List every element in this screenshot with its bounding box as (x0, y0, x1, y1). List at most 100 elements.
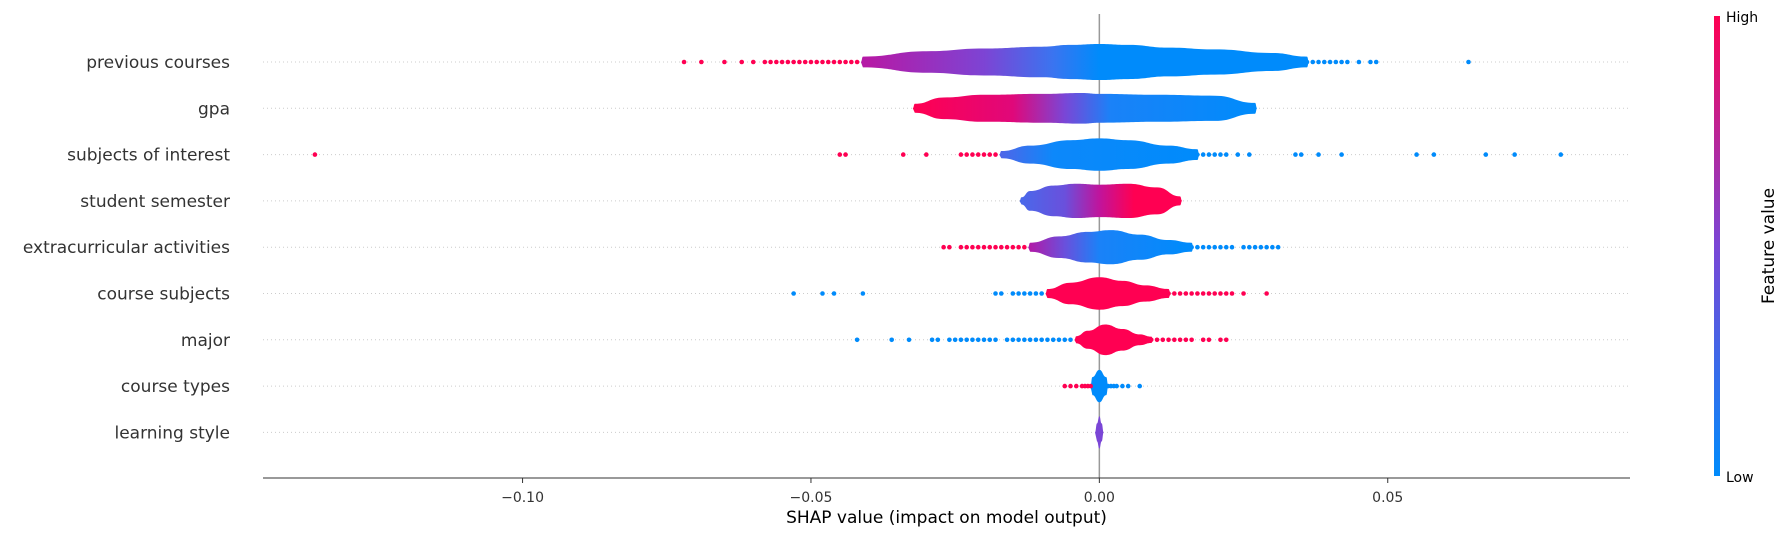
low-value-point (1339, 152, 1344, 157)
low-value-point (1120, 383, 1125, 389)
low-value-point (1356, 59, 1362, 65)
low-value-point (1137, 383, 1143, 389)
high-value-point (750, 59, 756, 65)
high-value-point (1200, 291, 1206, 296)
high-value-point (681, 59, 687, 65)
low-value-point (1004, 337, 1010, 343)
low-value-point (1114, 383, 1119, 389)
low-value-point (1258, 244, 1264, 250)
high-value-point (1177, 337, 1183, 343)
high-value-point (843, 152, 848, 157)
low-value-point (1189, 244, 1194, 250)
low-value-point (1183, 244, 1189, 250)
high-value-point (981, 152, 987, 157)
high-value-point (825, 59, 831, 65)
x-tick-label: 0.05 (1372, 490, 1403, 506)
x-tick-label: −0.10 (501, 490, 544, 506)
high-value-point (1206, 291, 1212, 296)
low-value-point (860, 291, 866, 296)
low-value-point (1483, 152, 1489, 157)
violin-3 (1019, 183, 1183, 218)
high-value-point (837, 59, 843, 65)
high-value-point (1172, 291, 1177, 296)
low-value-point (1293, 152, 1298, 157)
low-value-point (958, 337, 964, 343)
high-value-point (1195, 291, 1200, 296)
high-value-point (1088, 383, 1093, 389)
low-value-point (1431, 152, 1437, 157)
low-value-point (854, 337, 860, 343)
colorbar-title: Feature value (1759, 188, 1779, 304)
low-value-point (1218, 244, 1223, 250)
violin-8 (1095, 416, 1104, 449)
low-value-point (1321, 59, 1327, 65)
low-value-point (1045, 337, 1050, 343)
low-value-point (929, 337, 935, 343)
high-value-point (312, 152, 318, 157)
low-value-point (975, 337, 981, 343)
low-value-point (1247, 244, 1252, 250)
high-value-point (831, 59, 837, 65)
x-ticks: −0.10 −0.05 0.00 0.05 (501, 478, 1403, 506)
high-value-point (993, 152, 998, 157)
low-value-point (1022, 337, 1027, 343)
violin-0 (860, 44, 1309, 80)
low-value-point (1368, 59, 1373, 65)
low-value-point (1195, 152, 1200, 157)
high-value-point (958, 152, 964, 157)
high-value-point (1212, 291, 1218, 296)
violin-1 (912, 93, 1258, 124)
high-value-point (941, 244, 946, 250)
colorbar-high-label: High (1726, 10, 1758, 26)
low-value-point (993, 337, 998, 343)
high-value-point (1200, 337, 1206, 343)
low-value-point (1264, 244, 1269, 250)
x-tick-label: 0.00 (1084, 490, 1115, 506)
high-value-point (975, 152, 981, 157)
low-value-point (1010, 291, 1016, 296)
high-value-point (1264, 291, 1269, 296)
feature-labels: previous courses gpa subjects of interest s… (23, 53, 230, 443)
low-value-point (1033, 291, 1039, 296)
low-value-point (1414, 152, 1419, 157)
high-value-point (1010, 244, 1016, 250)
high-value-point (981, 244, 987, 250)
low-value-point (1298, 152, 1304, 157)
low-value-point (1010, 337, 1016, 343)
low-value-point (1177, 244, 1183, 250)
feature-label: learning style (114, 423, 230, 443)
low-value-point (1125, 383, 1131, 389)
high-value-point (1177, 291, 1183, 296)
high-value-point (970, 152, 975, 157)
low-value-point (1027, 291, 1033, 296)
high-value-point (1022, 244, 1027, 250)
feature-label: extracurricular activities (23, 238, 230, 258)
low-value-point (970, 337, 975, 343)
feature-label: course types (121, 377, 230, 397)
high-value-point (964, 152, 969, 157)
high-value-point (849, 59, 854, 65)
high-value-point (854, 59, 860, 65)
high-value-point (1016, 244, 1021, 250)
low-value-point (1229, 244, 1235, 250)
low-value-point (1466, 59, 1471, 65)
low-value-point (1345, 59, 1350, 65)
low-value-point (1316, 152, 1321, 157)
high-value-point (762, 59, 768, 65)
low-value-point (947, 337, 952, 343)
low-value-point (1310, 59, 1316, 65)
low-value-point (831, 291, 837, 296)
low-value-point (1039, 337, 1044, 343)
low-value-point (1206, 152, 1212, 157)
high-value-point (1223, 337, 1229, 343)
feature-label: subjects of interest (67, 146, 230, 166)
low-value-point (1512, 152, 1517, 157)
high-value-point (843, 59, 848, 65)
high-value-point (1183, 337, 1189, 343)
low-value-point (1333, 59, 1339, 65)
high-value-point (1160, 337, 1166, 343)
feature-label: previous courses (86, 53, 230, 73)
high-value-point (837, 152, 843, 157)
low-value-point (1327, 59, 1333, 65)
